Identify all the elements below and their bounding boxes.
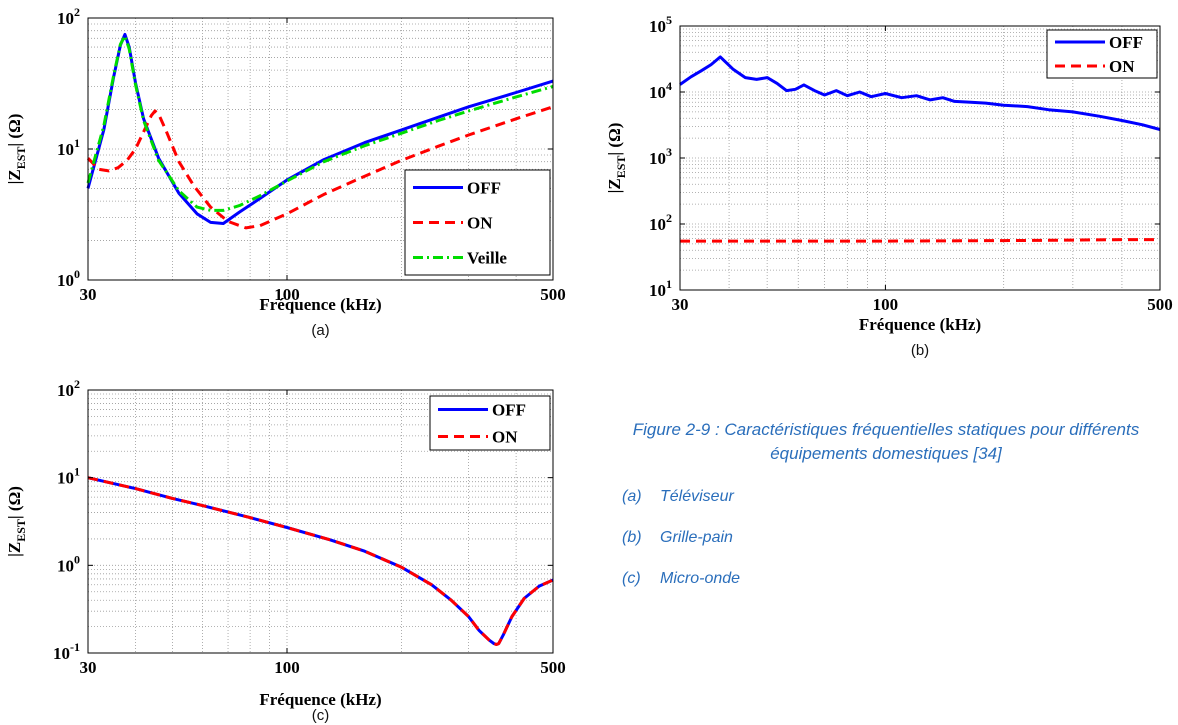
series-line-on (680, 238, 1160, 243)
x-tick-label: 100 (274, 285, 300, 304)
panel-label: (a) (311, 322, 329, 339)
y-axis-label: |ZEST| (Ω) (5, 486, 28, 557)
x-tick-label: 500 (540, 658, 566, 677)
x-tick-label: 30 (80, 285, 97, 304)
x-tick-label: 100 (873, 295, 899, 314)
x-tick-label: 500 (540, 285, 566, 304)
series-line-veille (86, 34, 554, 212)
y-tick-label: 101 (57, 136, 80, 159)
y-tick-label: 105 (649, 13, 672, 36)
axes-box (87, 389, 554, 654)
x-axis-label: Fréquence (kHz) (259, 295, 381, 314)
series-line-on (87, 476, 554, 646)
y-tick-label: 100 (57, 267, 80, 290)
chart-b: 30 100 500 101 102 103 104 105 Fréquence (kHz) |Z… (605, 13, 1173, 359)
y-axis-label: |ZEST| (Ω) (605, 123, 628, 194)
legend-label: ON (1109, 57, 1135, 76)
y-tick-label: 102 (57, 5, 80, 28)
x-axis-label: Fréquence (kHz) (259, 690, 381, 709)
y-tick-label: 102 (57, 377, 80, 400)
figure-caption: Figure 2-9 : Caractéristiques fréquentie… (600, 418, 1172, 609)
caption-item-tag: (a) (622, 488, 642, 505)
y-tick-label: 100 (57, 552, 80, 575)
x-tick-label: 30 (80, 658, 97, 677)
x-tick-label: 100 (274, 658, 300, 677)
legend: OFF ON (1046, 29, 1158, 79)
caption-title: Figure 2-9 : Caractéristiques fréquentie… (632, 420, 1140, 463)
y-tick-label: 101 (649, 277, 672, 300)
legend-label: OFF (492, 401, 526, 420)
legend-box (429, 395, 551, 451)
y-tick-label: 101 (57, 465, 80, 488)
legend-label: ON (467, 214, 493, 233)
caption-list: (a) Téléviseur (b) Grille-pain (c) Micro-on… (600, 486, 1172, 590)
legend-label: OFF (1109, 33, 1143, 52)
panel-label: (b) (911, 342, 929, 359)
caption-item-text: Téléviseur (660, 488, 734, 505)
caption-item: (b) Grille-pain (600, 527, 1172, 549)
legend: OFF ON Veille (404, 169, 551, 276)
y-axis-label: |ZEST| (Ω) (5, 114, 28, 185)
series-line-off (679, 55, 1161, 131)
panel-label: (c) (312, 707, 330, 724)
x-tick-label: 500 (1147, 295, 1173, 314)
chart-c: 30 100 500 10-1 100 101 102 Fréquence (kHz) |ZES… (5, 377, 566, 724)
legend-label: OFF (467, 179, 501, 198)
y-tick-label: 104 (649, 79, 672, 102)
legend-label: Veille (467, 249, 507, 268)
caption-item-tag: (c) (622, 570, 641, 587)
x-tick-label: 30 (672, 295, 689, 314)
caption-item-text: Micro-onde (660, 570, 741, 587)
legend: OFF ON (429, 395, 551, 451)
y-tick-label: 103 (649, 145, 672, 168)
x-axis-label: Fréquence (kHz) (859, 315, 981, 334)
legend-box (1046, 29, 1158, 79)
caption-item: (c) Micro-onde (600, 568, 1172, 590)
y-tick-label: 102 (649, 211, 672, 234)
caption-item-text: Grille-pain (660, 529, 733, 546)
legend-label: ON (492, 428, 518, 447)
caption-item: (a) Téléviseur (600, 486, 1172, 508)
caption-item-tag: (b) (622, 529, 642, 546)
y-tick-label: 10-1 (53, 640, 80, 663)
